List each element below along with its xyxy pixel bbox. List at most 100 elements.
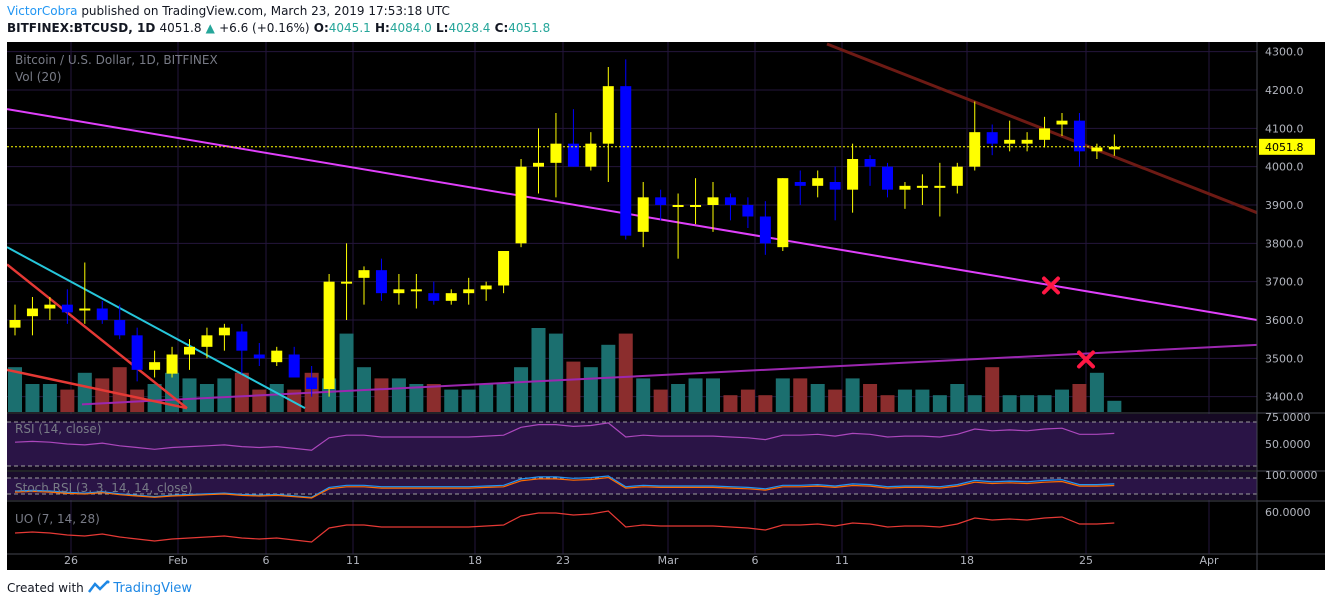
candle-body: [166, 354, 178, 374]
candle-body: [410, 289, 422, 292]
last-price-tag-text: 4051.8: [1265, 141, 1304, 154]
candle-body: [620, 86, 632, 236]
candle-body: [567, 143, 579, 167]
uo-label: UO (7, 14, 28): [15, 512, 100, 526]
candle-body: [184, 346, 195, 355]
cyan-line: [6, 246, 306, 410]
price-tick: 3600.0: [1265, 314, 1304, 327]
time-tick: Feb: [168, 554, 187, 567]
red-line-1: [6, 263, 188, 410]
indicator-panes: [7, 412, 1325, 543]
candle-body: [253, 354, 265, 359]
stoch-d-line: [14, 476, 1115, 499]
markers: [1042, 276, 1095, 369]
candle-body: [393, 289, 405, 294]
candle-body: [1108, 146, 1120, 150]
candle-body: [480, 285, 492, 290]
time-tick: 18: [960, 554, 974, 567]
open-value: 4045.1: [328, 21, 371, 35]
price-tick: 4100.0: [1265, 122, 1304, 135]
high-label: H:: [374, 21, 390, 35]
chart-svg[interactable]: 4300.0 4200.0 4100.0 4000.0 3900.0 3800.0 3700…: [6, 42, 1325, 570]
candle-body: [759, 216, 771, 244]
price-tick: 3900.0: [1265, 199, 1304, 212]
time-tick: Apr: [1199, 554, 1219, 567]
volume-bar: [740, 389, 755, 412]
symbol-info: BITFINEX:BTCUSD, 1D 4051.8 ▲ +6.6 (+0.16…: [7, 21, 550, 35]
candle-body: [341, 281, 353, 284]
candle-body: [585, 143, 597, 167]
volume-bar: [566, 361, 581, 412]
candle-body: [707, 197, 719, 205]
volume-bar: [112, 367, 127, 412]
tradingview-link[interactable]: TradingView: [113, 581, 192, 596]
candle-body: [1039, 128, 1051, 140]
candle-body: [149, 362, 161, 370]
candle-body: [672, 205, 684, 207]
time-tick: 6: [752, 554, 759, 567]
candle-body: [428, 293, 440, 301]
candle-body: [829, 182, 841, 190]
candle-body: [1056, 120, 1068, 125]
symbol-label: BITFINEX:BTCUSD, 1D: [7, 21, 156, 35]
price-tick: 3400.0: [1265, 391, 1304, 404]
price-tick: 4200.0: [1265, 84, 1304, 97]
volume-bar: [182, 378, 197, 412]
candle-body: [934, 185, 946, 188]
volume-bar: [845, 378, 860, 412]
volume-bar: [60, 389, 75, 412]
candle-body: [864, 159, 876, 167]
candle-body: [602, 86, 614, 144]
price-axis: 4300.0 4200.0 4100.0 4000.0 3900.0 3800.0 3700…: [7, 42, 1325, 570]
time-tick: 25: [1079, 554, 1093, 567]
volume-bar: [706, 378, 720, 412]
candle-body: [1004, 139, 1016, 144]
rsi-label: RSI (14, close): [15, 422, 101, 436]
volume-bar: [828, 389, 843, 412]
candle-body: [515, 166, 527, 244]
volume-bar: [618, 333, 633, 412]
time-tick: 26: [64, 554, 78, 567]
volume-bar: [42, 384, 57, 412]
candle-body: [218, 327, 230, 336]
price-tick: 3500.0: [1265, 352, 1304, 365]
candle-body: [96, 308, 108, 320]
volume-bar: [444, 389, 459, 412]
candle-body: [777, 178, 789, 248]
candle-body: [288, 354, 300, 378]
candle-body: [114, 320, 126, 336]
candle-body: [550, 143, 562, 163]
candle-body: [79, 308, 91, 311]
volume-bar: [25, 384, 40, 412]
published-text: published on TradingView.com, March 23, …: [81, 4, 450, 18]
tradingview-logo-icon: [87, 580, 110, 597]
candle-body: [1021, 139, 1033, 144]
price-tick: 3800.0: [1265, 237, 1304, 250]
candle-body: [9, 320, 21, 328]
candle-body: [201, 335, 213, 347]
volume-bar: [863, 384, 878, 412]
close-label: C:: [494, 21, 509, 35]
publish-info: VictorCobra published on TradingView.com…: [7, 4, 450, 18]
chart-area[interactable]: 4300.0 4200.0 4100.0 4000.0 3900.0 3800.0 3700…: [6, 42, 1325, 570]
volume-label: Vol (20): [15, 70, 61, 84]
volume-bar: [287, 389, 302, 412]
volume-bar: [234, 372, 249, 412]
candle-body: [1073, 120, 1085, 152]
uo-tick: 60.0000: [1265, 506, 1311, 519]
high-value: 4084.0: [389, 21, 432, 35]
candle-body: [1091, 147, 1103, 152]
candles: [7, 59, 1257, 397]
uo-line: [14, 510, 1115, 543]
volume-bar: [1107, 400, 1122, 412]
candle-body: [44, 304, 56, 309]
price-tick: 3700.0: [1265, 276, 1304, 289]
volume-bar: [897, 389, 912, 412]
price-tick: 4300.0: [1265, 46, 1304, 59]
author-link[interactable]: VictorCobra: [7, 4, 78, 18]
time-axis: 26 Feb 6 11 18 23 Mar 6 11 18 25 Apr: [64, 554, 1219, 567]
volume-bar: [531, 328, 546, 412]
time-tick: 6: [263, 554, 270, 567]
volume-bar: [165, 372, 180, 412]
volume-bar: [1002, 395, 1017, 412]
